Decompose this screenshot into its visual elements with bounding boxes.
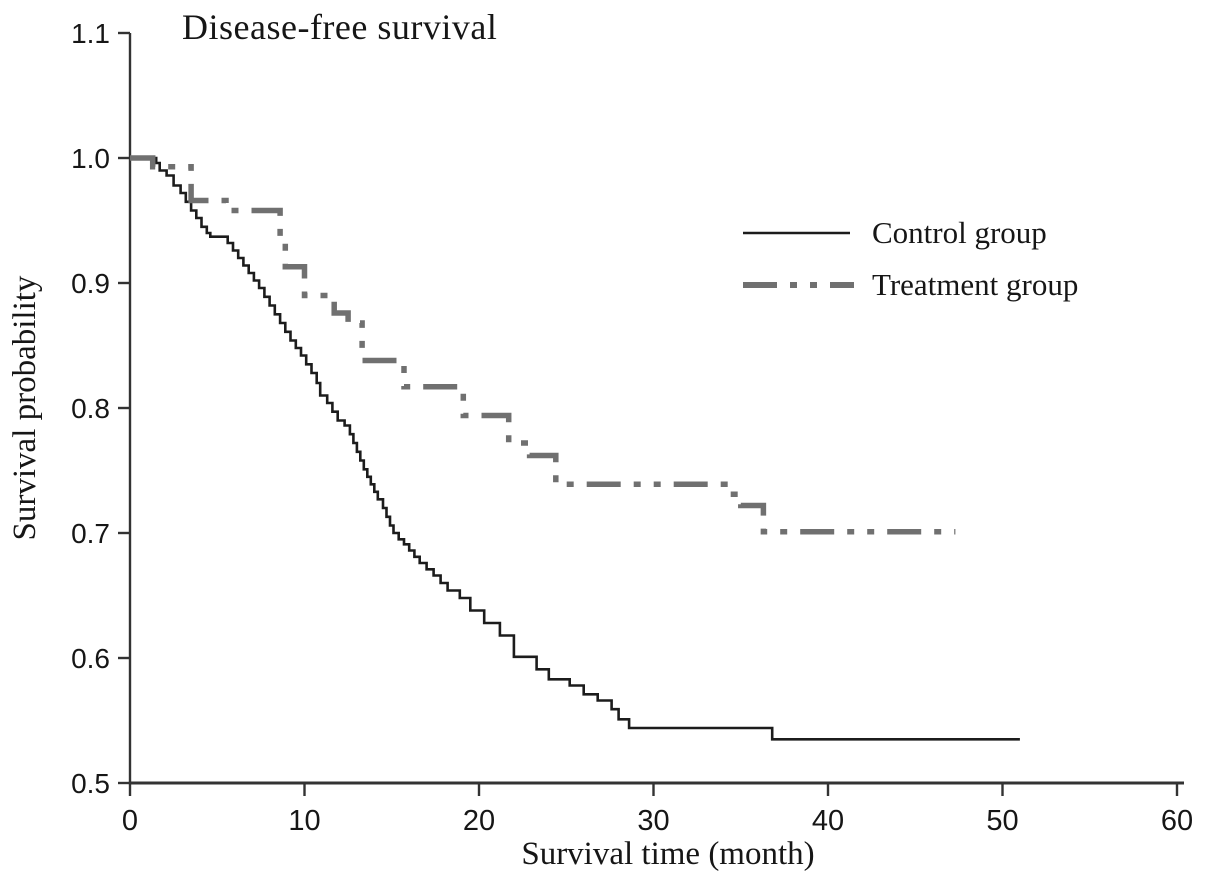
y-tick-label: 0.8 xyxy=(71,393,110,424)
treatment-line-sample-icon xyxy=(743,282,854,288)
x-tick-label: 20 xyxy=(463,805,495,837)
legend-label-control: Control group xyxy=(872,215,1047,250)
x-tick-label: 60 xyxy=(1161,805,1193,837)
x-tick-label: 10 xyxy=(288,805,320,837)
control-line-sample-icon xyxy=(743,231,850,235)
treatment-group-curve xyxy=(130,155,956,535)
y-tick-label: 0.9 xyxy=(71,268,110,299)
legend-label-treatment: Treatment group xyxy=(872,267,1079,302)
legend-item-control: Control group xyxy=(740,212,1078,254)
x-axis-label: Survival time (month) xyxy=(521,836,815,872)
chart-title: Disease-free survival xyxy=(182,7,498,47)
legend: Control group Treatment group xyxy=(740,212,1078,306)
y-tick-label: 0.7 xyxy=(71,518,110,549)
x-tick-label: 40 xyxy=(812,805,844,837)
legend-item-treatment: Treatment group xyxy=(740,264,1078,306)
y-tick-label: 1.0 xyxy=(71,143,110,174)
y-tick-label: 0.5 xyxy=(71,768,110,799)
y-tick-label: 0.6 xyxy=(71,643,110,674)
x-tick-label: 0 xyxy=(122,805,138,837)
control-group-curve xyxy=(130,156,1020,741)
x-tick-label: 50 xyxy=(986,805,1018,837)
y-tick-label: 1.1 xyxy=(71,18,110,49)
x-tick-label: 30 xyxy=(637,805,669,837)
y-axis-label: Survival probability xyxy=(7,275,43,541)
